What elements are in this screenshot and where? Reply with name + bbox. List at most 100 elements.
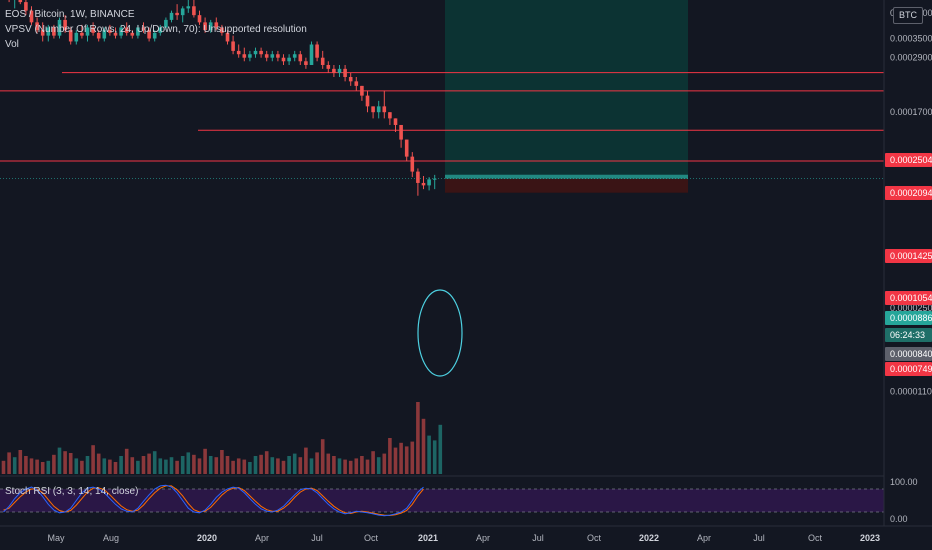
candle-body[interactable] xyxy=(410,156,415,172)
candle-body[interactable] xyxy=(371,106,375,113)
candle-body[interactable] xyxy=(231,41,235,51)
candle-body[interactable] xyxy=(80,32,84,36)
candle-body[interactable] xyxy=(315,44,319,58)
candle-body[interactable] xyxy=(399,124,403,140)
horizontal-levels[interactable] xyxy=(0,72,884,162)
candle-body[interactable] xyxy=(57,19,62,36)
candle-body[interactable] xyxy=(343,68,347,78)
candle-body[interactable] xyxy=(304,61,308,65)
candle-body[interactable] xyxy=(169,12,174,20)
candle-body[interactable] xyxy=(270,54,275,58)
candle-body[interactable] xyxy=(108,30,112,33)
time-axis[interactable]: May Aug 2020 Apr Jul Oct 2021 Apr Jul Oct 2022 Apr J… xyxy=(47,533,880,543)
candle-body[interactable] xyxy=(416,171,420,183)
candle-body[interactable] xyxy=(203,22,207,31)
candle-body[interactable] xyxy=(292,54,297,58)
stop-zone[interactable] xyxy=(445,178,688,193)
candle-body[interactable] xyxy=(432,178,437,180)
candle-body[interactable] xyxy=(348,77,353,82)
candle-body[interactable] xyxy=(141,27,146,31)
candles[interactable] xyxy=(2,0,437,196)
candle-body[interactable] xyxy=(192,6,196,16)
candle-body[interactable] xyxy=(63,19,67,31)
candle-body[interactable] xyxy=(242,54,247,58)
volume-bar xyxy=(343,459,347,474)
candle-body[interactable] xyxy=(225,32,230,42)
candle-body[interactable] xyxy=(24,2,28,11)
candle-body[interactable] xyxy=(208,22,213,31)
currency-badge[interactable]: BTC xyxy=(893,7,923,24)
candle-body[interactable] xyxy=(393,118,398,125)
candle-body[interactable] xyxy=(320,57,325,65)
candle-body[interactable] xyxy=(214,22,219,28)
candle-body[interactable] xyxy=(186,6,191,9)
candle-body[interactable] xyxy=(276,54,280,58)
position-tool[interactable] xyxy=(0,0,884,193)
candle-body[interactable] xyxy=(360,85,364,96)
candle-body[interactable] xyxy=(152,32,157,39)
candle-body[interactable] xyxy=(74,32,79,42)
candle-body[interactable] xyxy=(376,106,381,113)
candle-body[interactable] xyxy=(404,139,409,157)
candle-body[interactable] xyxy=(46,27,51,36)
candle-body[interactable] xyxy=(130,32,135,36)
candle-body[interactable] xyxy=(332,68,336,73)
candle-body[interactable] xyxy=(197,15,202,23)
candle-body[interactable] xyxy=(421,182,426,186)
vpsv-legend[interactable]: VPSV (Number Of Rows, 24, Up/Down, 70): … xyxy=(5,24,307,35)
candle-body[interactable] xyxy=(52,27,56,36)
candle-body[interactable] xyxy=(253,50,258,55)
candle-body[interactable] xyxy=(18,0,23,3)
candle-body[interactable] xyxy=(287,57,291,62)
candle-body[interactable] xyxy=(180,8,185,16)
candle-body[interactable] xyxy=(96,32,101,39)
price-tick-label: 0.0001700 xyxy=(890,107,932,117)
candle-body[interactable] xyxy=(164,19,168,28)
candle-body[interactable] xyxy=(68,30,73,42)
time-axis-label: 2020 xyxy=(197,533,217,543)
candle-body[interactable] xyxy=(220,27,224,33)
candle-body[interactable] xyxy=(113,32,118,36)
chart-title[interactable]: EOS / Bitcoin, 1W, BINANCE xyxy=(5,9,135,20)
candle-body[interactable] xyxy=(175,12,179,16)
candle-body[interactable] xyxy=(136,27,140,36)
candle-body[interactable] xyxy=(309,44,314,65)
candle-body[interactable] xyxy=(281,57,286,62)
volume-bar xyxy=(315,452,319,474)
candle-body[interactable] xyxy=(427,179,431,186)
candle-body[interactable] xyxy=(388,112,392,119)
candle-body[interactable] xyxy=(158,27,163,33)
price-label-text: 0.0002504 xyxy=(890,155,932,165)
target-zone[interactable] xyxy=(445,0,688,175)
volume-bar xyxy=(152,451,157,474)
price-tick-label: 0.0002900 xyxy=(890,53,932,63)
candle-body[interactable] xyxy=(326,64,331,69)
candle-body[interactable] xyxy=(102,30,107,39)
candle-body[interactable] xyxy=(40,30,45,36)
candle-body[interactable] xyxy=(236,50,241,55)
candle-body[interactable] xyxy=(354,81,359,86)
candle-body[interactable] xyxy=(259,50,263,55)
stoch-rsi-legend[interactable]: Stoch RSI (3, 3, 14, 14, close) xyxy=(5,486,139,497)
candle-body[interactable] xyxy=(119,27,123,36)
candle-body[interactable] xyxy=(382,106,387,113)
volume-legend[interactable]: Vol xyxy=(5,39,19,50)
candle-body[interactable] xyxy=(91,27,95,33)
candle-body[interactable] xyxy=(85,27,90,36)
highlight-ellipse[interactable] xyxy=(417,289,463,377)
candle-body[interactable] xyxy=(29,10,34,23)
volume-bar xyxy=(382,453,387,474)
candle-body[interactable] xyxy=(248,54,252,58)
candle-body[interactable] xyxy=(337,68,342,73)
volume-bar xyxy=(393,447,398,474)
volume-bar xyxy=(388,438,392,474)
entry-line[interactable] xyxy=(445,174,688,179)
candle-body[interactable] xyxy=(147,30,151,39)
candle-body[interactable] xyxy=(298,54,303,62)
candle-body[interactable] xyxy=(264,54,269,58)
time-axis-label: Oct xyxy=(364,533,379,543)
candle-body[interactable] xyxy=(124,27,129,33)
candle-body[interactable] xyxy=(35,22,39,31)
candle-body[interactable] xyxy=(365,95,370,107)
